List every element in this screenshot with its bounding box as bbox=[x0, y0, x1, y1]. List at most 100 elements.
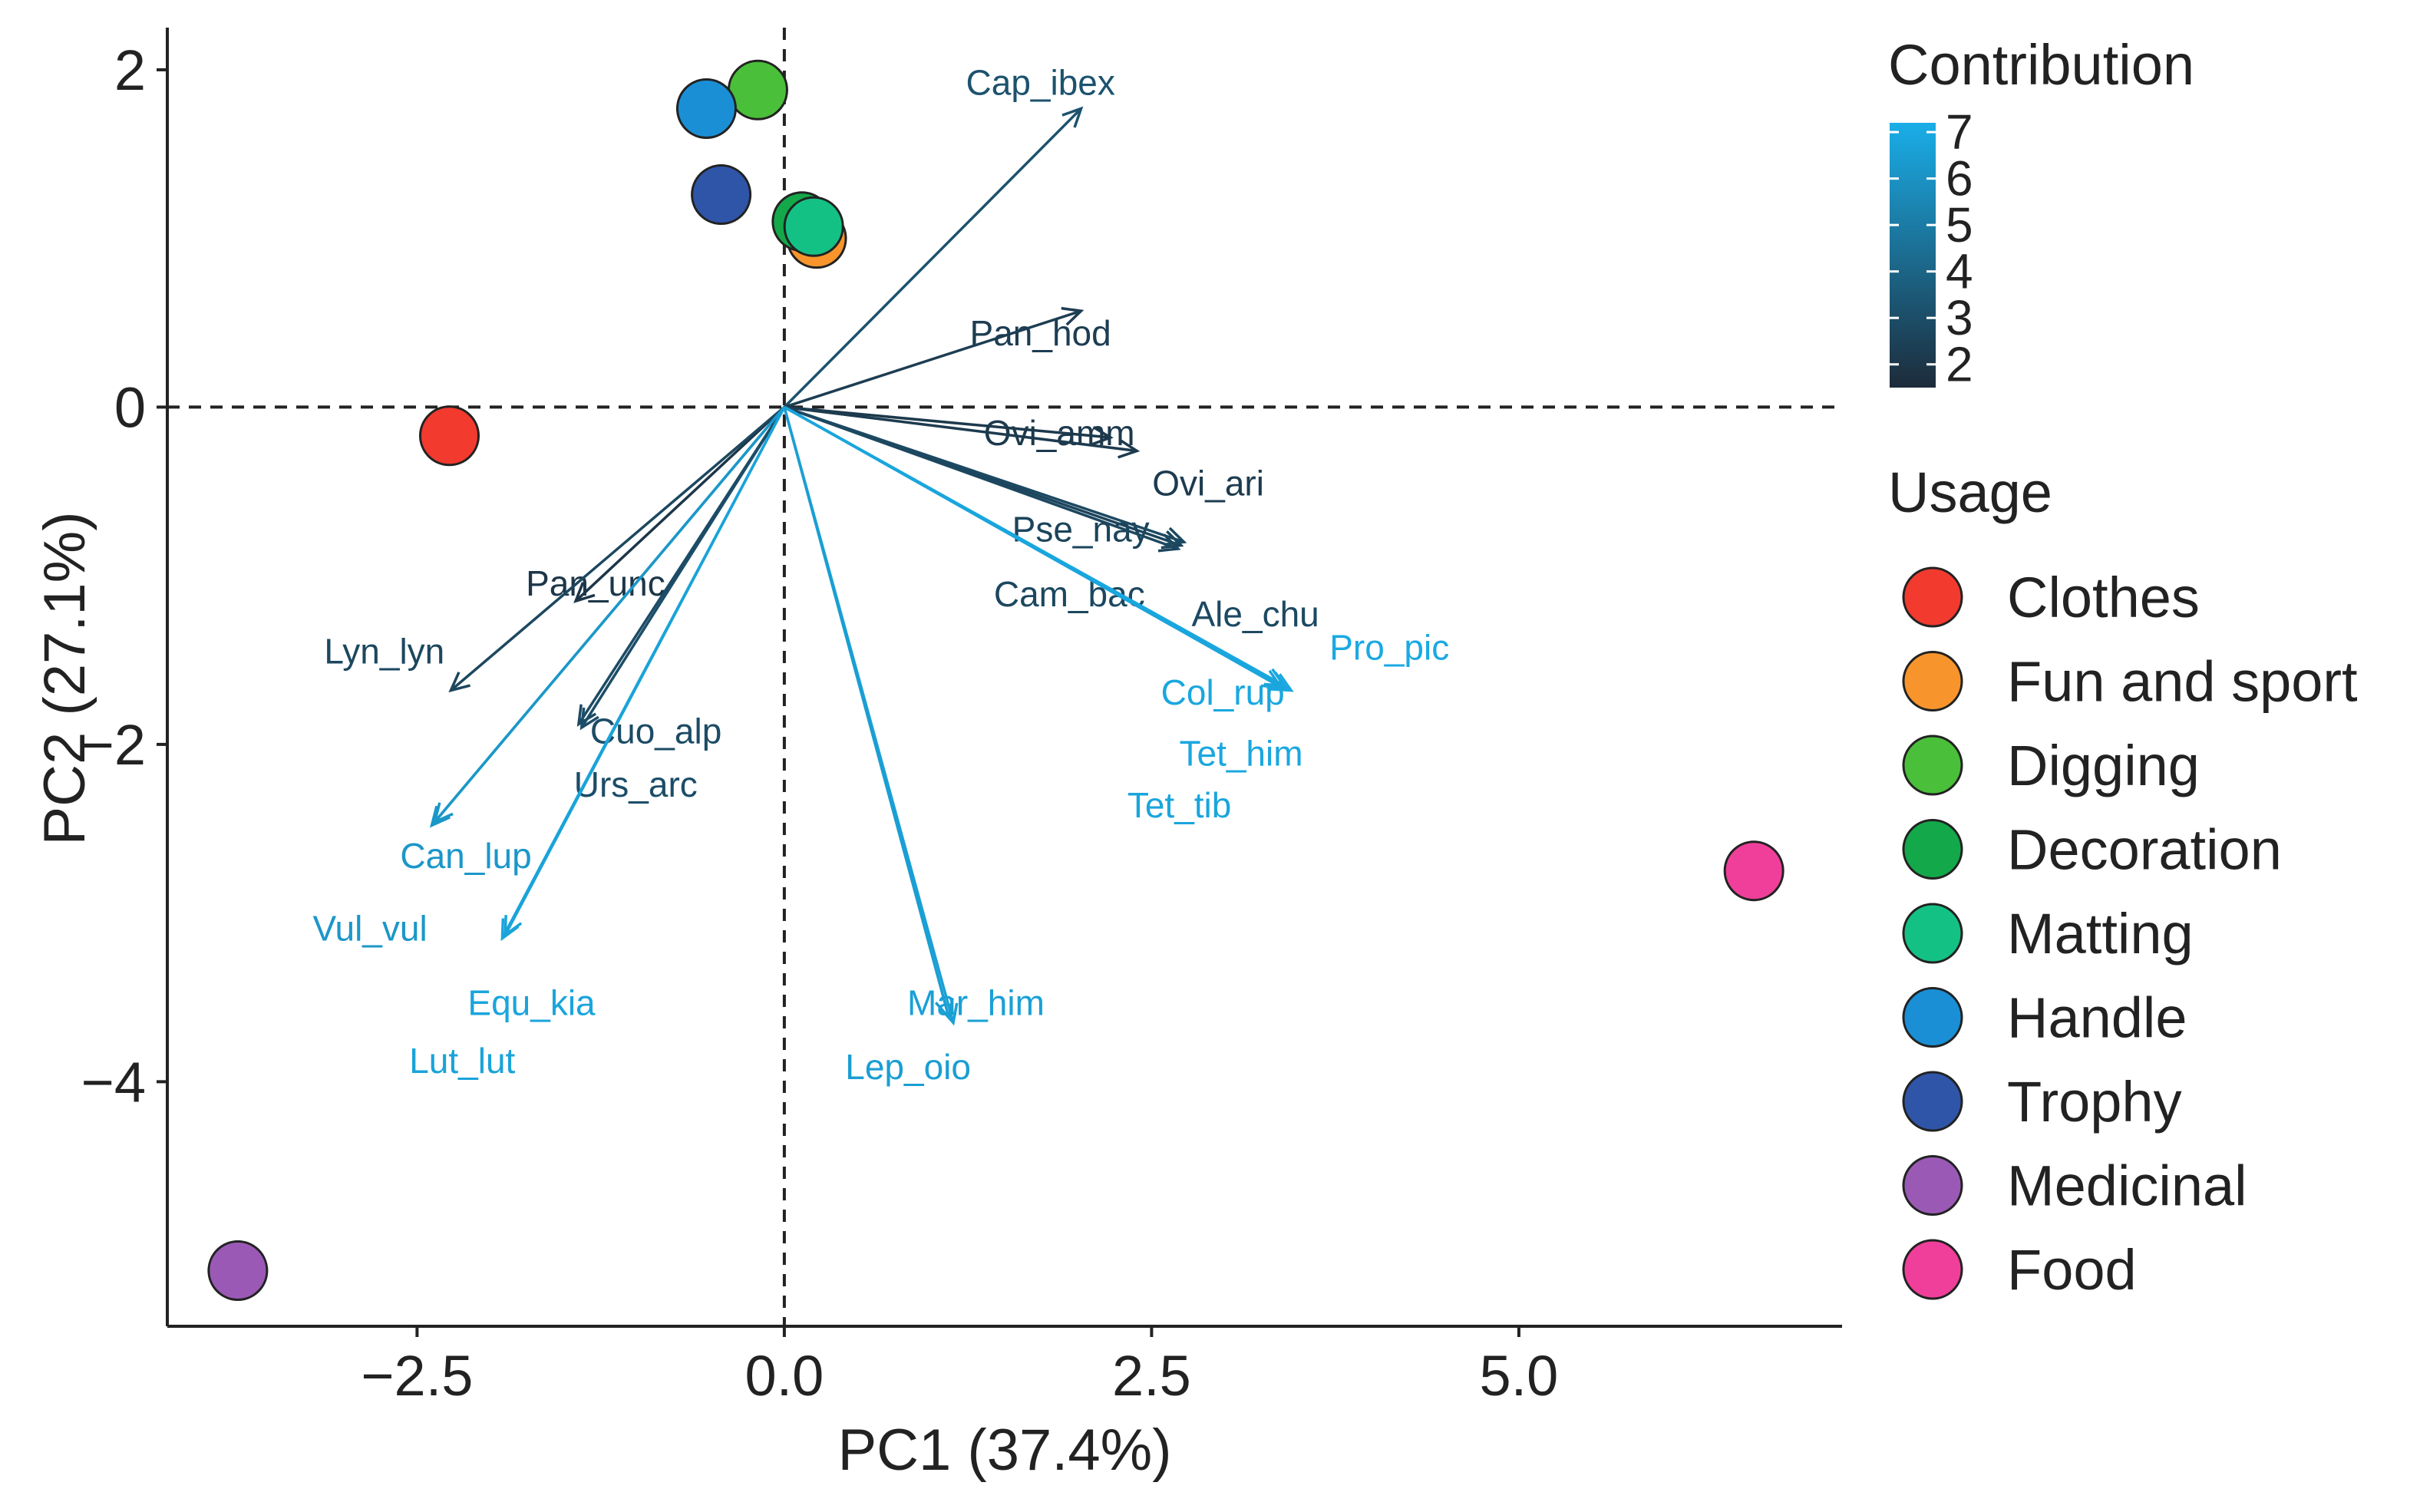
arrowhead-cuo_alp bbox=[576, 704, 597, 727]
arrow-lut_lut bbox=[503, 406, 786, 936]
point-food bbox=[1723, 840, 1784, 902]
y-axis-title: PC2 (27.1%) bbox=[32, 511, 97, 845]
variable-label-pse_nay: Pse_nay bbox=[1012, 510, 1150, 550]
y-tick-label: −2 bbox=[81, 713, 146, 777]
x-axis-title: PC1 (37.4%) bbox=[837, 1418, 1171, 1483]
point-medicinal bbox=[207, 1240, 269, 1301]
arrowhead-vul_vul bbox=[429, 805, 451, 828]
arrow-ovi_amm bbox=[784, 405, 1111, 439]
colorbar-tick-label: 3 bbox=[1946, 290, 1973, 345]
point-handle bbox=[675, 78, 737, 139]
arrowhead-ovi_amm bbox=[1091, 426, 1114, 446]
variable-label-pro_pic: Pro_pic bbox=[1329, 628, 1449, 668]
x-tick-label: 5.0 bbox=[1479, 1344, 1558, 1408]
legend-key-digging bbox=[1902, 735, 1963, 796]
legend-label-medicinal: Medicinal bbox=[2007, 1154, 2247, 1218]
colorbar-tick-label: 7 bbox=[1946, 104, 1973, 160]
arrowhead-pse_nay bbox=[1160, 530, 1184, 550]
legend-label-food: Food bbox=[2007, 1238, 2137, 1302]
arrowhead-tet_him bbox=[1266, 672, 1290, 691]
variable-label-tet_tib: Tet_tib bbox=[1127, 785, 1232, 825]
x-tick-label: −2.5 bbox=[361, 1344, 473, 1408]
variable-label-lep_oio: Lep_oio bbox=[845, 1047, 971, 1087]
arrow-pan_hod bbox=[784, 309, 1082, 409]
point-matting bbox=[783, 196, 844, 257]
legend-key-matting bbox=[1902, 903, 1963, 964]
arrowhead-cap_ibex bbox=[1061, 106, 1084, 128]
arrow-lep_oio bbox=[783, 406, 950, 1018]
arrowhead-ale_chu bbox=[1164, 527, 1187, 546]
arrow-cam_bac bbox=[784, 405, 1179, 550]
arrow-lyn_lyn bbox=[450, 406, 786, 692]
legend-label-decoration: Decoration bbox=[2007, 818, 2282, 882]
legend-label-digging: Digging bbox=[2007, 734, 2200, 797]
arrow-ovi_ari bbox=[784, 405, 1137, 453]
axis-ticks: −2.5 0.0 2.5 5.0 2 0 −2 −4 bbox=[81, 38, 1559, 1408]
legend-label-fun-and-sport: Fun and sport bbox=[2007, 650, 2358, 714]
arrow-cap_ibex bbox=[783, 107, 1082, 408]
legend-key-trophy bbox=[1902, 1071, 1963, 1132]
legend-key-food bbox=[1902, 1239, 1963, 1300]
colorbar-tick-label: 2 bbox=[1946, 337, 1973, 392]
arrowhead-pan_hod bbox=[1061, 306, 1085, 326]
variable-label-ovi_amm: Ovi_amm bbox=[984, 413, 1135, 453]
arrowhead-lut_lut bbox=[503, 915, 523, 938]
variable-label-cap_ibex: Cap_ibex bbox=[966, 62, 1115, 102]
arrow-vul_vul bbox=[431, 406, 786, 827]
arrowhead-lyn_lyn bbox=[448, 672, 471, 693]
legend-label-matting: Matting bbox=[2007, 902, 2194, 966]
contribution-legend-title: Contribution bbox=[1888, 33, 2194, 97]
variable-label-cuo_alp: Cuo_alp bbox=[590, 711, 721, 751]
variable-label-pan_unc: Pan_unc bbox=[526, 563, 665, 603]
colorbar-tick-label: 4 bbox=[1946, 244, 1973, 299]
arrowhead-urs_arc bbox=[579, 707, 599, 731]
variable-label-pan_hod: Pan_hod bbox=[970, 313, 1111, 353]
arrowhead-ovi_ari bbox=[1118, 438, 1141, 459]
point-trophy bbox=[691, 164, 752, 226]
legend-key-handle bbox=[1902, 987, 1963, 1048]
x-tick-label: 2.5 bbox=[1112, 1344, 1191, 1408]
arrow-tet_tib bbox=[784, 405, 1282, 688]
arrowhead-pan_unc bbox=[573, 582, 596, 603]
legend-key-fun-and-sport bbox=[1902, 651, 1963, 711]
contribution-colorbar bbox=[1890, 123, 1936, 388]
arrow-ale_chu bbox=[784, 405, 1185, 543]
y-tick-label: −4 bbox=[81, 1050, 146, 1114]
legend-label-clothes: Clothes bbox=[2007, 566, 2200, 629]
legend-key-clothes bbox=[1902, 566, 1963, 628]
variable-label-lyn_lyn: Lyn_lyn bbox=[324, 632, 444, 672]
y-tick-label: 0 bbox=[114, 375, 146, 439]
variable-arrows: Cap_ibexPan_hodOvi_ammOvi_ariPse_nayCam_… bbox=[313, 62, 1450, 1086]
x-tick-label: 0.0 bbox=[744, 1344, 824, 1408]
point-digging bbox=[727, 59, 788, 120]
individual-points bbox=[207, 59, 1784, 1301]
axes bbox=[166, 28, 1842, 1328]
legend-key-medicinal bbox=[1902, 1155, 1963, 1216]
variable-label-ovi_ari: Ovi_ari bbox=[1152, 464, 1264, 503]
legend-key-decoration bbox=[1902, 819, 1963, 880]
reference-lines bbox=[167, 28, 1842, 1326]
variable-label-tet_him: Tet_him bbox=[1179, 733, 1302, 773]
variable-label-equ_kia: Equ_kia bbox=[467, 983, 596, 1023]
arrowhead-cam_bac bbox=[1157, 533, 1181, 553]
arrow-pan_unc bbox=[574, 406, 786, 602]
variable-label-lut_lut: Lut_lut bbox=[409, 1041, 515, 1081]
usage-legend-title: Usage bbox=[1888, 461, 2052, 524]
variable-label-urs_arc: Urs_arc bbox=[574, 764, 698, 804]
arrow-urs_arc bbox=[580, 406, 786, 728]
point-clothes bbox=[418, 405, 480, 467]
usage-legend-items: Clothes Fun and sport Digging Decoration Mat… bbox=[1902, 566, 2358, 1302]
legend-label-handle: Handle bbox=[2007, 986, 2187, 1050]
variable-label-can_lup: Can_lup bbox=[400, 836, 531, 876]
arrowhead-tet_tib bbox=[1260, 669, 1284, 689]
colorbar-tick-label: 5 bbox=[1946, 197, 1973, 253]
arrowhead-pro_pic bbox=[1271, 673, 1294, 692]
y-tick-label: 2 bbox=[114, 38, 146, 102]
usage-legend: Usage Clothes Fun and sport Digging Decorat… bbox=[1888, 461, 2358, 1302]
arrowhead-lep_oio bbox=[934, 998, 954, 1021]
plot-area: Cap_ibexPan_hodOvi_ammOvi_ariPse_nayCam_… bbox=[81, 28, 1842, 1408]
variable-label-ale_chu: Ale_chu bbox=[1192, 594, 1319, 634]
